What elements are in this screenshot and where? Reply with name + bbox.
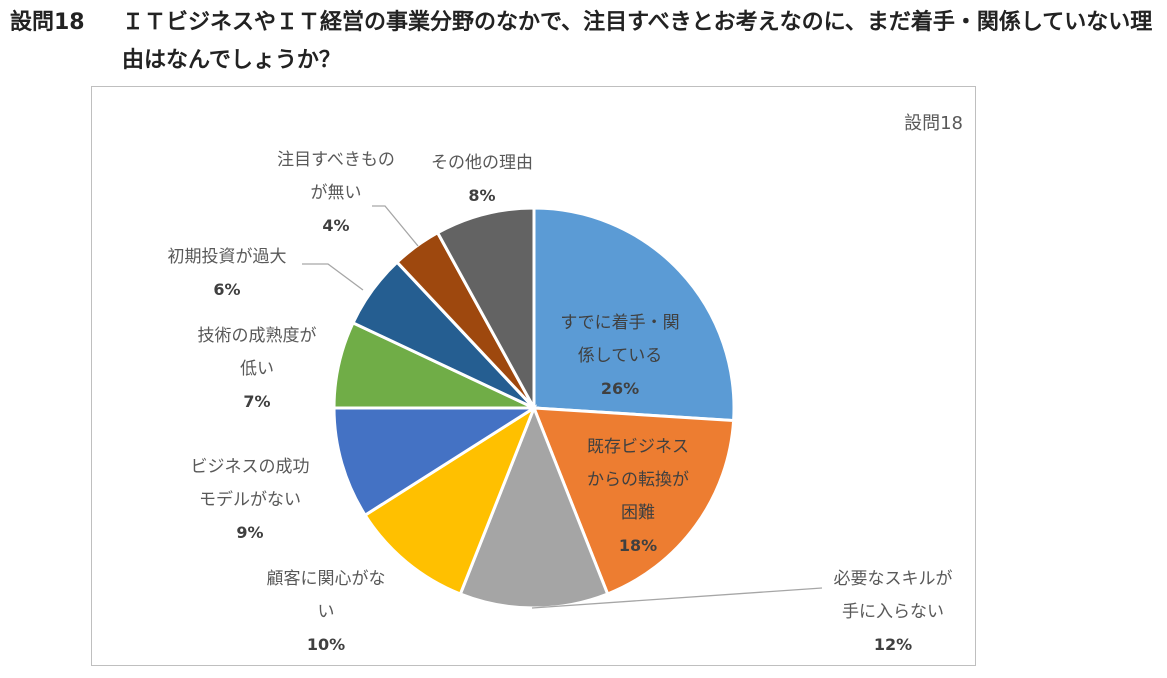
slice-label: い: [318, 602, 335, 622]
slice-label: 技術の成熟度が: [198, 325, 317, 346]
pie-slice: [435, 206, 536, 409]
slice-label: が無い: [311, 183, 362, 203]
pie-slice: [363, 404, 538, 596]
leader-line: [531, 587, 823, 609]
leader-line: [372, 205, 419, 247]
chart-title: 設問18: [904, 113, 963, 134]
pie-slice: [332, 406, 540, 518]
slice-percent: 10%: [307, 635, 345, 654]
slice-percent: 7%: [243, 392, 270, 411]
slice-label: ビジネスの成功: [191, 457, 310, 477]
pie-slice: [532, 206, 736, 423]
slice-label: からの転換が: [587, 470, 689, 490]
slice-label: 注目すべきもの: [277, 150, 395, 170]
question-number: 設問18: [10, 10, 85, 35]
chart-area: 設問18: [91, 86, 976, 666]
pie-slice: [531, 406, 736, 596]
slice-label: 既存ビジネス: [587, 437, 689, 457]
slice-percent: 26%: [601, 379, 639, 398]
question-text: ＩＴビジネスやＩＴ経営の事業分野のなかで、注目すべきとお考えなのに、まだ着手・関…: [122, 10, 1153, 73]
slice-label: その他の理由: [431, 153, 533, 173]
slice-label: 顧客に関心がな: [267, 569, 386, 589]
slice-label: 低い: [240, 359, 274, 379]
slice-label: モデルがない: [199, 489, 301, 510]
slice-percent: 12%: [874, 635, 912, 654]
slice-label: 手に入らない: [842, 602, 944, 622]
leader-line: [302, 263, 364, 291]
slice-percent: 6%: [213, 280, 240, 299]
slice-percent: 18%: [619, 536, 657, 555]
slice-label: 困難: [621, 503, 655, 523]
slice-percent: 8%: [468, 186, 495, 205]
slice-label: 必要なスキルが: [834, 569, 953, 589]
slice-label: 初期投資が過大: [168, 247, 287, 267]
slice-percent: 4%: [322, 216, 349, 235]
slice-label: 係している: [578, 346, 663, 366]
slice-percent: 9%: [236, 523, 263, 542]
slice-label: すでに着手・関: [560, 313, 679, 333]
